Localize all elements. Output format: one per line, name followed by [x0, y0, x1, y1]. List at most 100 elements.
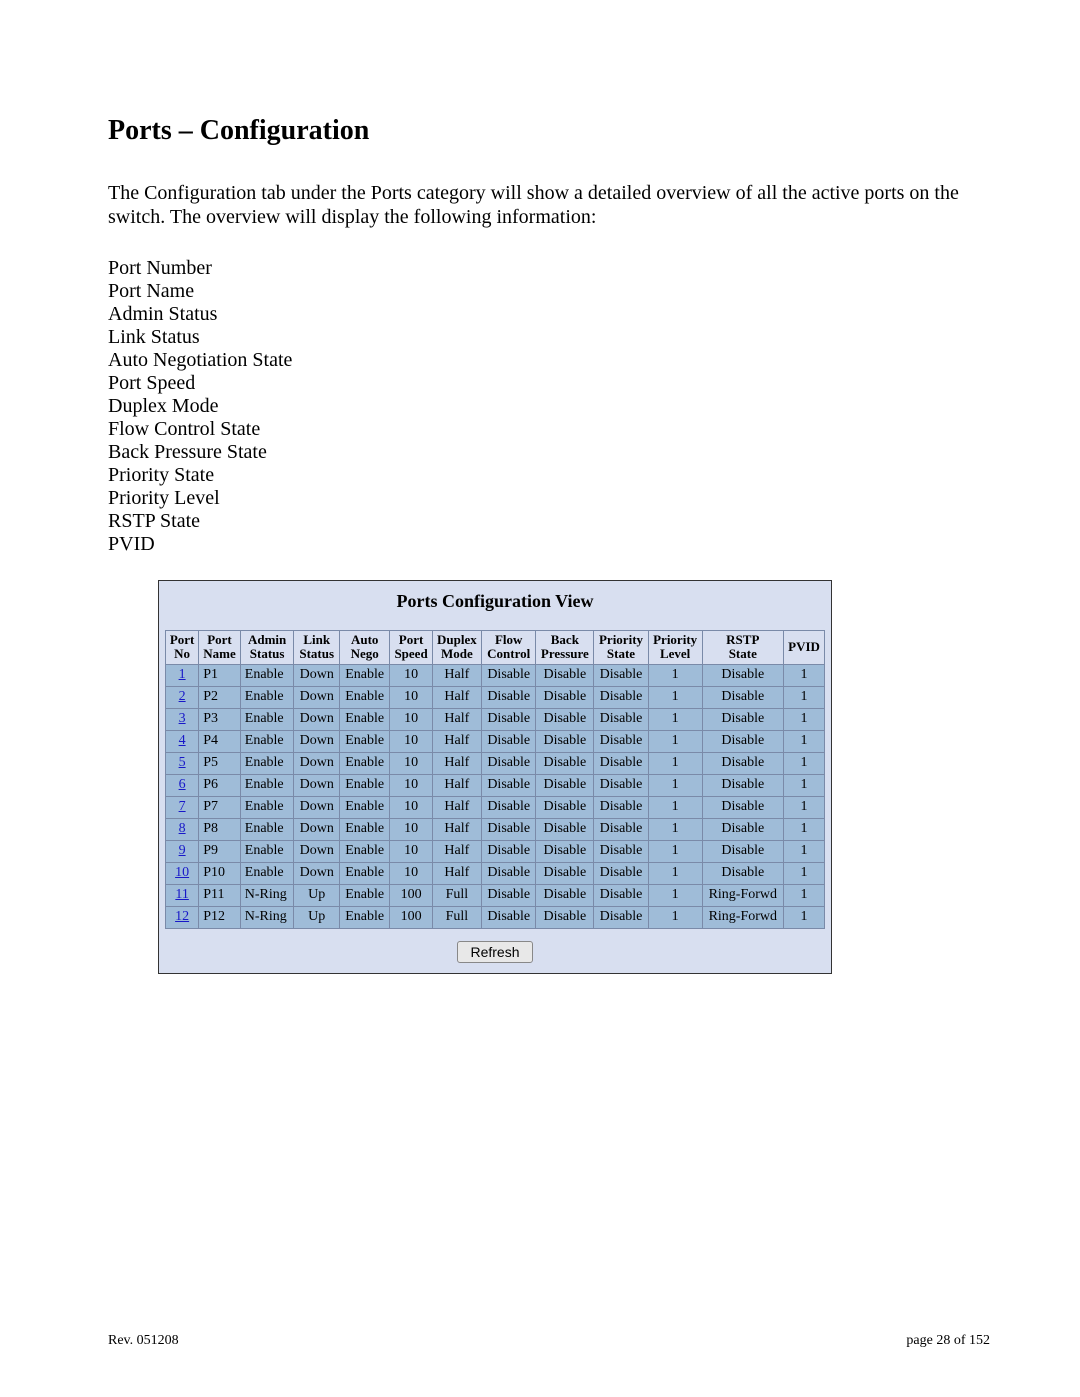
table-cell: 1: [784, 686, 825, 708]
port-link[interactable]: 2: [179, 689, 186, 704]
table-cell: 1: [648, 708, 702, 730]
port-link[interactable]: 5: [179, 755, 186, 770]
table-cell: Disable: [594, 840, 649, 862]
table-cell: Disable: [702, 752, 784, 774]
table-cell: Enable: [240, 818, 294, 840]
port-no-cell: 4: [166, 730, 199, 752]
refresh-button[interactable]: Refresh: [457, 941, 532, 963]
table-cell: Disable: [594, 752, 649, 774]
table-cell: Down: [294, 752, 340, 774]
table-cell: Disable: [536, 664, 594, 686]
table-cell: 1: [648, 796, 702, 818]
table-cell: Enable: [240, 708, 294, 730]
table-cell: 1: [784, 708, 825, 730]
table-cell: Disable: [702, 686, 784, 708]
table-cell: 1: [784, 730, 825, 752]
intro-paragraph: The Configuration tab under the Ports ca…: [108, 181, 1000, 229]
table-cell: 1: [784, 752, 825, 774]
table-cell: Disable: [702, 708, 784, 730]
table-cell: P1: [199, 664, 241, 686]
table-cell: 1: [784, 664, 825, 686]
column-header: PortName: [199, 631, 241, 665]
table-cell: Disable: [594, 884, 649, 906]
table-cell: Disable: [481, 730, 536, 752]
table-cell: 100: [390, 906, 432, 928]
field-item: Port Number: [108, 257, 1000, 280]
port-no-cell: 8: [166, 818, 199, 840]
table-cell: 10: [390, 862, 432, 884]
table-cell: P3: [199, 708, 241, 730]
table-cell: Enable: [339, 774, 389, 796]
table-cell: Enable: [339, 884, 389, 906]
table-cell: N-Ring: [240, 884, 294, 906]
table-cell: Enable: [339, 752, 389, 774]
field-item: Auto Negotiation State: [108, 349, 1000, 372]
table-cell: Half: [432, 796, 481, 818]
port-link[interactable]: 7: [179, 799, 186, 814]
table-row: 1P1EnableDownEnable10HalfDisableDisableD…: [166, 664, 825, 686]
table-cell: Down: [294, 730, 340, 752]
table-cell: Disable: [702, 818, 784, 840]
field-list: Port NumberPort NameAdmin StatusLink Sta…: [108, 257, 1000, 556]
table-cell: Disable: [702, 796, 784, 818]
table-cell: Enable: [240, 840, 294, 862]
table-cell: 1: [648, 752, 702, 774]
table-cell: Up: [294, 884, 340, 906]
column-header: PriorityState: [594, 631, 649, 665]
table-cell: Disable: [536, 686, 594, 708]
table-cell: Enable: [339, 818, 389, 840]
column-header: PVID: [784, 631, 825, 665]
table-cell: Half: [432, 664, 481, 686]
table-cell: Disable: [594, 664, 649, 686]
table-cell: Enable: [240, 664, 294, 686]
port-link[interactable]: 6: [179, 777, 186, 792]
table-cell: Half: [432, 774, 481, 796]
table-cell: 10: [390, 752, 432, 774]
port-link[interactable]: 4: [179, 733, 186, 748]
port-link[interactable]: 10: [175, 865, 189, 880]
table-cell: Down: [294, 686, 340, 708]
table-cell: Enable: [240, 752, 294, 774]
table-cell: Enable: [339, 906, 389, 928]
port-link[interactable]: 1: [179, 667, 186, 682]
table-cell: Half: [432, 708, 481, 730]
port-no-cell: 1: [166, 664, 199, 686]
table-cell: Enable: [240, 796, 294, 818]
table-cell: Enable: [339, 862, 389, 884]
field-item: PVID: [108, 533, 1000, 556]
table-cell: Half: [432, 840, 481, 862]
table-cell: Disable: [481, 686, 536, 708]
table-cell: Enable: [240, 730, 294, 752]
port-link[interactable]: 9: [179, 843, 186, 858]
port-link[interactable]: 3: [179, 711, 186, 726]
table-cell: Disable: [536, 840, 594, 862]
table-cell: Disable: [481, 884, 536, 906]
port-no-cell: 5: [166, 752, 199, 774]
table-cell: Disable: [594, 862, 649, 884]
column-header: RSTPState: [702, 631, 784, 665]
table-cell: Down: [294, 708, 340, 730]
table-cell: Enable: [240, 862, 294, 884]
table-cell: 1: [648, 664, 702, 686]
column-header: PortNo: [166, 631, 199, 665]
table-cell: Full: [432, 906, 481, 928]
table-cell: 1: [784, 906, 825, 928]
field-item: Flow Control State: [108, 418, 1000, 441]
port-no-cell: 2: [166, 686, 199, 708]
table-cell: P6: [199, 774, 241, 796]
port-link[interactable]: 8: [179, 821, 186, 836]
ports-config-panel: Ports Configuration View PortNoPortNameA…: [158, 580, 832, 974]
table-cell: Enable: [240, 774, 294, 796]
table-row: 5P5EnableDownEnable10HalfDisableDisableD…: [166, 752, 825, 774]
table-cell: 100: [390, 884, 432, 906]
table-cell: Disable: [594, 906, 649, 928]
table-cell: Disable: [594, 796, 649, 818]
port-link[interactable]: 12: [175, 909, 189, 924]
table-row: 12P12N-RingUpEnable100FullDisableDisable…: [166, 906, 825, 928]
port-link[interactable]: 11: [175, 887, 188, 902]
table-cell: Disable: [536, 862, 594, 884]
table-cell: Disable: [481, 796, 536, 818]
table-row: 9P9EnableDownEnable10HalfDisableDisableD…: [166, 840, 825, 862]
table-cell: 1: [648, 906, 702, 928]
table-row: 11P11N-RingUpEnable100FullDisableDisable…: [166, 884, 825, 906]
